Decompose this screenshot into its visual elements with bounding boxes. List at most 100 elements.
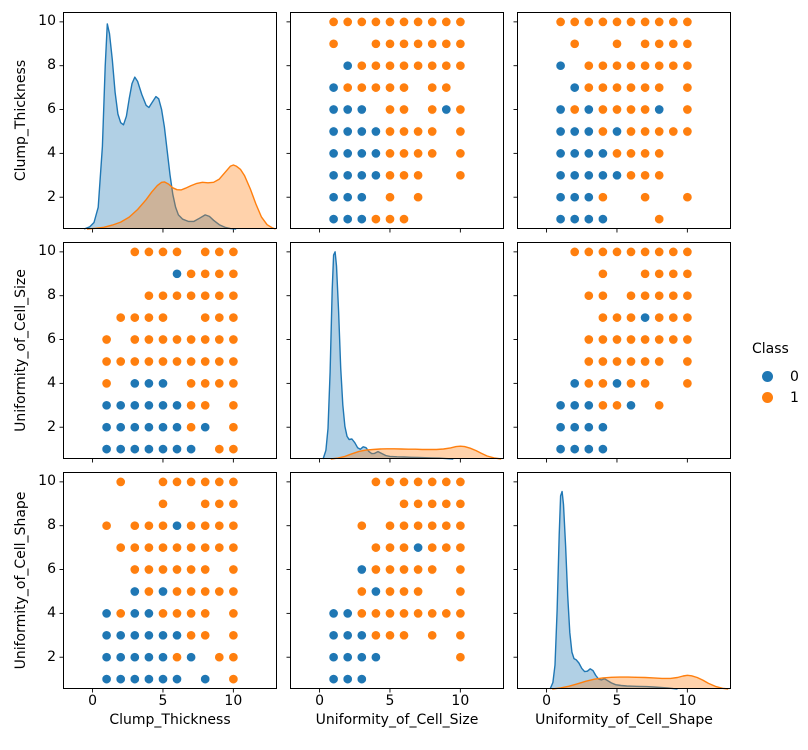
scatter-point <box>143 542 154 553</box>
scatter-point <box>441 498 452 509</box>
scatter-point <box>200 498 211 509</box>
scatter-point <box>640 148 651 159</box>
scatter-point <box>157 542 169 553</box>
scatter-point <box>356 652 367 663</box>
scatter-point <box>356 214 367 225</box>
scatter-point <box>569 246 580 257</box>
x-tick-label: 5 <box>385 693 395 709</box>
scatter-point <box>625 60 637 71</box>
scatter-point <box>640 378 651 389</box>
scatter-point <box>214 378 225 389</box>
class-0-marker-icon <box>762 371 773 382</box>
panel-clump-vs-shape <box>513 12 731 233</box>
scatter-point <box>583 192 594 203</box>
scatter-point <box>398 38 410 49</box>
scatter-point <box>455 476 466 487</box>
scatter-point <box>157 520 169 531</box>
scatter-point <box>101 378 112 389</box>
scatter-point <box>597 148 608 159</box>
scatter-point <box>569 82 580 93</box>
scatter-point <box>583 290 594 301</box>
class-0-label: 0 <box>790 368 799 385</box>
scatter-point <box>143 422 154 433</box>
scatter-point <box>129 378 140 389</box>
scatter-point <box>398 60 410 71</box>
scatter-point <box>129 246 140 257</box>
scatter-point <box>611 246 623 257</box>
scatter-point <box>228 586 239 597</box>
class-1-label: 1 <box>790 389 799 406</box>
scatter-point <box>356 60 367 71</box>
scatter-point <box>171 444 183 455</box>
y-tick-label: 8 <box>47 517 56 534</box>
scatter-point <box>171 476 183 487</box>
y-tick-label: 2 <box>47 188 56 205</box>
scatter-point <box>597 334 608 345</box>
scatter-point <box>441 542 452 553</box>
scatter-point <box>143 608 154 619</box>
scatter-point <box>455 104 466 115</box>
scatter-point <box>228 268 239 279</box>
scatter-point <box>143 334 154 345</box>
scatter-point <box>356 148 367 159</box>
scatter-point <box>555 422 566 433</box>
scatter-point <box>654 290 665 301</box>
scatter-point <box>342 126 353 137</box>
kde-curve-class-1 <box>330 445 502 460</box>
scatter-point <box>555 444 566 455</box>
scatter-point <box>384 630 396 641</box>
scatter-point <box>157 630 169 641</box>
scatter-point <box>654 38 665 49</box>
scatter-point <box>342 16 353 27</box>
scatter-point <box>157 356 169 367</box>
scatter-point <box>597 214 608 225</box>
kde-curve-class-0 <box>83 23 237 230</box>
x-tick-label: 10 <box>451 693 470 709</box>
scatter-point <box>583 82 594 93</box>
scatter-point <box>398 126 410 137</box>
scatter-point <box>682 290 693 301</box>
scatter-point <box>157 246 169 257</box>
scatter-point <box>654 170 665 181</box>
scatter-point <box>398 498 410 509</box>
scatter-point <box>171 246 183 257</box>
scatter-point <box>228 356 239 367</box>
scatter-point <box>384 170 396 181</box>
scatter-point <box>129 312 140 323</box>
panel-clump-vs-size <box>286 12 504 233</box>
scatter-point <box>583 356 594 367</box>
scatter-point <box>569 38 580 49</box>
scatter-point <box>441 520 452 531</box>
y-tick-label: 2 <box>47 418 56 435</box>
scatter-point <box>583 334 594 345</box>
scatter-point <box>143 246 154 257</box>
x-axis-label-cell-size: Uniformity_of_Cell_Size <box>315 712 479 728</box>
scatter-point <box>682 104 693 115</box>
kde-curve-class-1 <box>552 674 729 690</box>
scatter-point <box>398 170 410 181</box>
scatter-point <box>441 104 452 115</box>
scatter-point <box>186 422 197 433</box>
y-tick-label: 6 <box>47 331 56 348</box>
scatter-point <box>228 520 239 531</box>
scatter-point <box>597 170 608 181</box>
scatter-point <box>654 400 665 411</box>
scatter-point <box>342 630 353 641</box>
legend: Class 0 1 <box>752 341 799 408</box>
scatter-point <box>200 334 211 345</box>
scatter-point <box>370 38 381 49</box>
scatter-point <box>129 334 140 345</box>
scatter-point <box>186 586 197 597</box>
scatter-point <box>186 290 197 301</box>
scatter-point <box>597 356 608 367</box>
scatter-point <box>115 630 126 641</box>
scatter-point <box>427 82 438 93</box>
scatter-point <box>555 16 566 27</box>
scatter-point <box>129 444 140 455</box>
scatter-point <box>171 564 183 575</box>
scatter-point <box>640 126 651 137</box>
scatter-point <box>611 334 623 345</box>
scatter-point <box>370 60 381 71</box>
scatter-point <box>413 170 424 181</box>
scatter-point <box>101 400 112 411</box>
